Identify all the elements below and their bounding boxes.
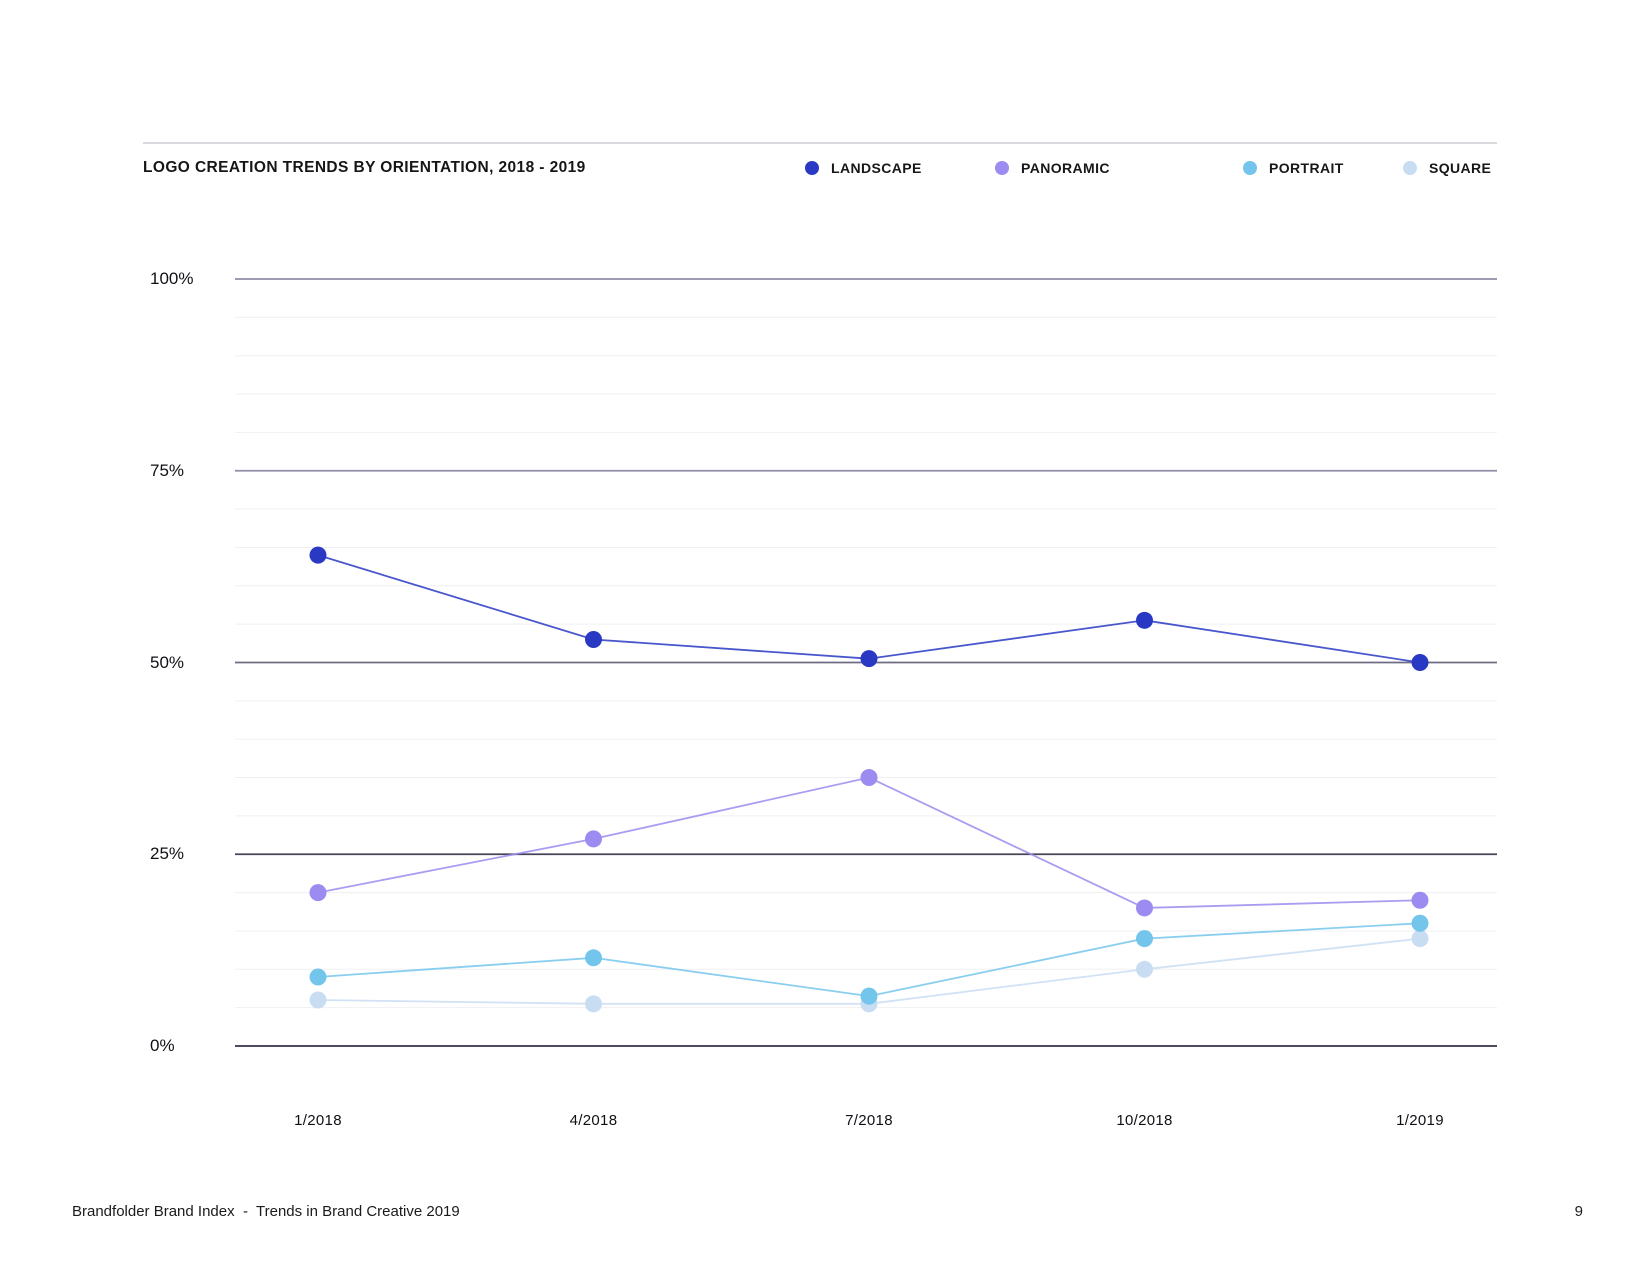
- y-axis-label: 0%: [150, 1036, 175, 1055]
- x-axis-label: 4/2018: [569, 1112, 618, 1129]
- data-point-square: [585, 995, 602, 1013]
- data-point-landscape: [585, 630, 602, 648]
- data-point-square: [1411, 930, 1429, 948]
- data-point-panoramic: [585, 830, 602, 848]
- data-point-portrait: [585, 949, 602, 967]
- header-divider: [143, 142, 1497, 144]
- legend-dot-portrait-icon: [1243, 161, 1257, 175]
- series-line-portrait: [317, 922, 1421, 998]
- chart-title: LOGO CREATION TRENDS BY ORIENTATION, 201…: [143, 159, 586, 176]
- y-axis-label: 25%: [150, 844, 185, 864]
- x-axis-label: 1/2019: [1396, 1112, 1444, 1129]
- data-point-panoramic: [860, 769, 878, 787]
- y-axis-label: 50%: [150, 652, 185, 672]
- series-line-landscape: [317, 554, 1421, 664]
- y-axis-label: 100%: [150, 269, 194, 288]
- data-point-portrait: [860, 987, 878, 1005]
- data-point-landscape: [1411, 654, 1429, 671]
- y-axis-label: 75%: [150, 460, 185, 480]
- page-number: 9: [1574, 1203, 1583, 1220]
- x-axis-label: 7/2018: [845, 1112, 893, 1129]
- data-point-square: [860, 995, 878, 1013]
- legend-label-square: SQUARE: [1429, 160, 1492, 176]
- legend-label-landscape: LANDSCAPE: [831, 160, 922, 176]
- legend-label-portrait: PORTRAIT: [1269, 160, 1344, 176]
- legend-item-landscape: LANDSCAPE: [805, 161, 922, 175]
- data-point-panoramic: [1136, 899, 1153, 917]
- x-axis-label: 10/2018: [1116, 1112, 1173, 1129]
- footer-text: Brandfolder Brand Index - Trends in Bran…: [72, 1203, 460, 1220]
- data-point-landscape: [1136, 611, 1153, 629]
- data-point-square: [1136, 960, 1153, 978]
- data-point-panoramic: [309, 884, 327, 902]
- series-line-panoramic: [317, 776, 1421, 909]
- series-line-square: [317, 937, 1421, 1005]
- data-point-portrait: [1411, 914, 1429, 932]
- data-point-panoramic: [1411, 891, 1429, 909]
- data-point-landscape: [309, 546, 327, 564]
- legend-item-portrait: PORTRAIT: [1243, 161, 1344, 175]
- legend-dot-panoramic-icon: [995, 161, 1009, 175]
- legend-item-square: SQUARE: [1403, 161, 1491, 175]
- page-footer: Brandfolder Brand Index - Trends in Bran…: [72, 1203, 1583, 1220]
- data-point-portrait: [309, 968, 327, 986]
- data-point-portrait: [1136, 930, 1153, 948]
- legend-dot-landscape-icon: [805, 161, 819, 175]
- legend-item-panoramic: PANORAMIC: [995, 161, 1110, 175]
- x-axis-label: 1/2018: [294, 1112, 342, 1129]
- data-point-square: [309, 991, 327, 1009]
- legend-label-panoramic: PANORAMIC: [1021, 160, 1110, 176]
- data-point-landscape: [860, 650, 878, 668]
- legend-dot-square-icon: [1403, 161, 1417, 175]
